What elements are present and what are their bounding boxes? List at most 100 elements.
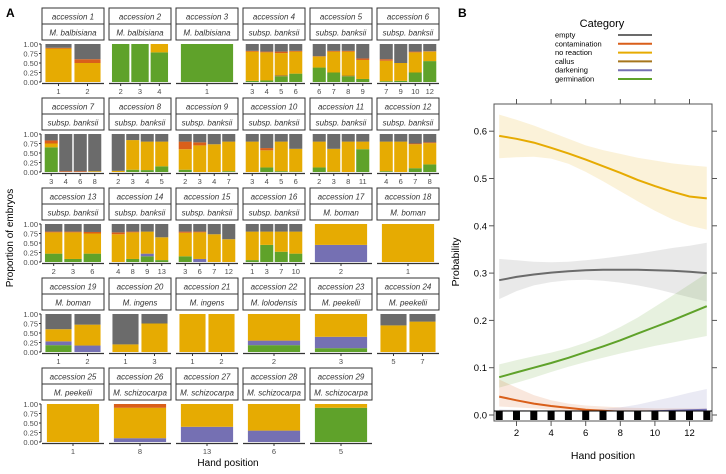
bar-segment-empty: [155, 134, 169, 142]
facet-accession-label: accession 2: [119, 13, 162, 22]
bar-segment-contamination: [126, 231, 140, 233]
bar-segment-germination: [178, 169, 192, 172]
x-tick-label: 2: [272, 357, 276, 366]
bar-segment-germination: [379, 171, 393, 172]
bar-segment-empty: [207, 224, 221, 235]
bar-segment-no-reaction: [64, 232, 82, 259]
x-tick-label: 1: [190, 357, 194, 366]
facet-27: accession 27 M. schizocarpa 13: [175, 367, 239, 456]
bar-segment-germination: [140, 170, 154, 172]
bar-segment-contamination: [83, 231, 102, 234]
x-tick-label: 3: [131, 177, 135, 186]
y-tick-label: 0.25: [23, 338, 38, 347]
x-tick-label: 8: [93, 177, 97, 186]
facet-strip-taxon: [309, 293, 373, 311]
bar-segment-empty: [341, 134, 355, 142]
bar-segment-empty: [394, 134, 408, 142]
bar-segment-germination: [379, 81, 393, 82]
bar-segment-germination: [178, 256, 192, 262]
bar-segment-empty: [45, 314, 72, 330]
bar-segment-germination: [45, 345, 72, 352]
bar-segment-germination: [155, 260, 169, 262]
y-tick-label: 0.00: [23, 168, 38, 177]
bar-segment-no-reaction: [356, 141, 370, 150]
facet-taxon-label: M. peekelii: [322, 299, 360, 308]
bar-segment-no-reaction: [150, 44, 169, 53]
bar-segment-empty: [289, 224, 303, 232]
bar-segment-no-reaction: [141, 323, 168, 352]
x-tick-label: 9: [145, 267, 149, 276]
bar-segment-empty: [245, 44, 259, 51]
x-tick-label: 4: [116, 267, 120, 276]
facet-taxon-label: M. schizocarpa: [113, 389, 167, 398]
bar-segment-germination: [126, 258, 140, 262]
x-tick-label: 10: [411, 87, 419, 96]
bar-segment-germination: [356, 78, 370, 82]
bar-segment-no-reaction: [88, 171, 102, 172]
facet-taxon-label: M. schizocarpa: [314, 389, 368, 398]
bar-segment-no-reaction: [312, 56, 326, 68]
y-tick-label: 0.75: [23, 49, 38, 58]
bar-segment-no-reaction: [408, 52, 422, 73]
bar-segment-germination: [314, 407, 368, 442]
bar-segment-germination: [274, 171, 288, 172]
facet-11: accession 11 subsp. banksii 2 3 8 11: [309, 97, 373, 186]
bar-segment-germination: [408, 168, 422, 172]
bar-segment-no-reaction: [178, 149, 192, 170]
facet-strip-taxon: [309, 113, 373, 131]
bar-segment-no-reaction: [356, 59, 370, 79]
facet-taxon-label: M. ingens: [190, 299, 225, 308]
facet-accession-label: accession 19: [50, 283, 97, 292]
x-tick-label: 8: [138, 447, 142, 456]
facet-accession-label: accession 7: [52, 103, 95, 112]
x-tick-label: 1: [56, 357, 60, 366]
bar-segment-no-reaction: [394, 63, 408, 81]
facet-strip-taxon: [41, 203, 105, 221]
bar-segment-germination: [274, 251, 288, 262]
bar-segment-darkening: [140, 253, 154, 257]
facet-taxon-label: M. lolodensis: [251, 299, 298, 308]
facet-taxon-label: M. peekelii: [54, 389, 92, 398]
bar-segment-germination: [260, 167, 274, 172]
facet-14: accession 14 subsp. banksii 4 8 9 13: [108, 187, 172, 276]
facet-1: accession 1 M. balbisiana 0.000.250.500.75…: [23, 7, 105, 96]
facet-accession-label: accession 12: [385, 103, 432, 112]
bar-segment-no-reaction: [193, 232, 207, 259]
x-tick-label: 4: [145, 177, 149, 186]
bar-segment-germination: [64, 258, 82, 262]
bar-segment-no-reaction: [222, 239, 236, 262]
facet-taxon-label: M. boman: [323, 209, 359, 218]
facet-6: accession 6 subsp. banksii 7 9 10 12: [376, 7, 440, 96]
facet-strip-taxon: [376, 293, 440, 311]
facet-strip-taxon: [242, 113, 306, 131]
x-tick-label: 2: [183, 177, 187, 186]
x-tick-label: 3: [339, 357, 343, 366]
bar-segment-no-reaction: [207, 234, 221, 262]
facet-2: accession 2 M. balbisiana 2 3 4: [108, 7, 172, 96]
y-tick-label: 0.75: [23, 319, 38, 328]
bar-segment-germination: [289, 73, 303, 82]
facet-taxon-label: M. boman: [55, 299, 91, 308]
x-tick-label: 5: [391, 357, 395, 366]
facet-taxon-label: M. ingens: [123, 299, 158, 308]
y-tick-label: 0.50: [23, 59, 38, 68]
bar-segment-darkening: [45, 341, 72, 346]
x-tick-label: 4: [265, 87, 269, 96]
x-tick-label: 5: [339, 447, 343, 456]
bar-segment-no-reaction: [245, 141, 259, 172]
bar-segment-no-reaction: [111, 170, 125, 172]
bar-segment-empty: [423, 44, 437, 52]
bar-segment-no-reaction: [289, 148, 303, 172]
facet-21: accession 21 M. ingens 1 2: [175, 277, 239, 366]
facet-taxon-label: M. balbisiana: [49, 29, 97, 38]
bar-segment-no-reaction: [423, 51, 437, 62]
bar-segment-no-reaction: [394, 141, 408, 172]
facet-strip-taxon: [242, 23, 306, 41]
bar-segment-empty: [111, 134, 125, 171]
bar-segment-empty: [260, 224, 274, 232]
facet-strip-taxon: [242, 383, 306, 401]
x-tick-label: 8: [346, 177, 350, 186]
x-tick-label: 7: [420, 357, 424, 366]
x-tick-label: 9: [361, 87, 365, 96]
